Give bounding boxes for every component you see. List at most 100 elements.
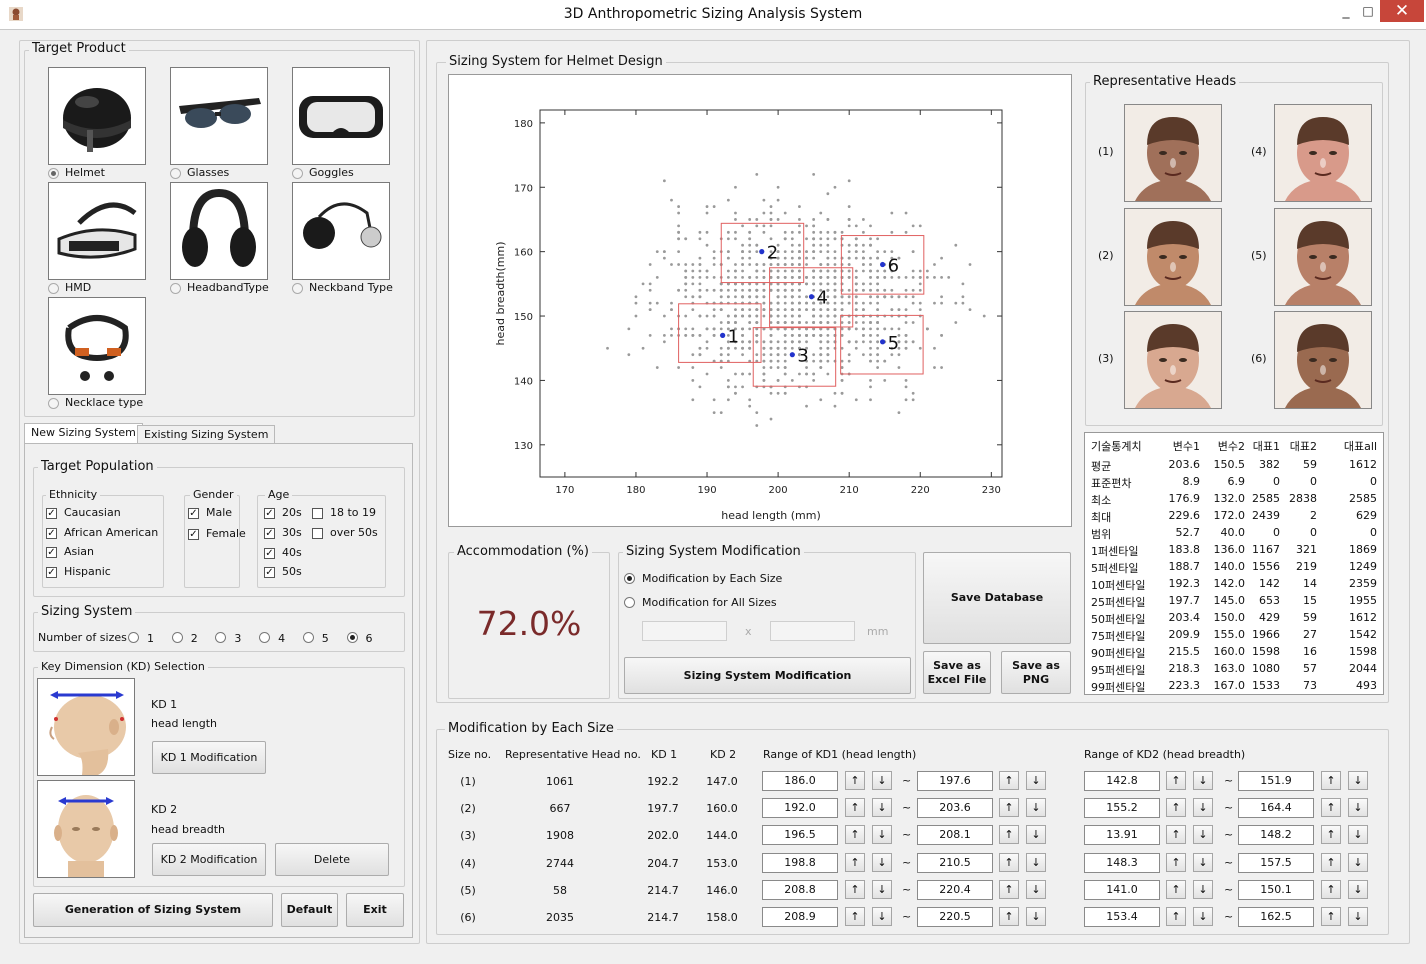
delete-button[interactable]: Delete bbox=[275, 843, 389, 876]
kd2-max-input-2[interactable]: 164.4 bbox=[1238, 798, 1314, 819]
kd1-min-input-6[interactable]: 208.9 bbox=[762, 907, 838, 927]
ethnicity-1-checkbox[interactable]: ✓ bbox=[46, 527, 57, 539]
age-0-checkbox[interactable]: ✓ bbox=[264, 508, 275, 519]
kd1-max-input-3[interactable]: 208.1 bbox=[917, 825, 993, 846]
kd1-max-down-button[interactable]: ↓ bbox=[1026, 852, 1046, 872]
kd2-min-input-4[interactable]: 148.3 bbox=[1084, 852, 1160, 873]
kd2-min-down-button[interactable]: ↓ bbox=[1193, 825, 1213, 845]
product-radio-2[interactable] bbox=[170, 168, 181, 179]
kd1-max-up-button[interactable]: ↑ bbox=[999, 798, 1019, 818]
kd1-max-input-1[interactable]: 197.6 bbox=[917, 771, 993, 791]
save-excel-button[interactable]: Save as Excel File bbox=[923, 651, 991, 694]
age-5-checkbox[interactable]: ✓ bbox=[264, 567, 275, 578]
kd1-min-up-button[interactable]: ↑ bbox=[845, 852, 865, 872]
kd2-max-up-button[interactable]: ↑ bbox=[1321, 825, 1341, 845]
product-radio-5[interactable] bbox=[170, 283, 181, 294]
kd1-max-input-4[interactable]: 210.5 bbox=[917, 852, 993, 873]
kd1-min-down-button[interactable]: ↓ bbox=[872, 852, 892, 872]
kd1-max-up-button[interactable]: ↑ bbox=[999, 852, 1019, 872]
gender-0-checkbox[interactable]: ✓ bbox=[188, 508, 199, 519]
kd2-min-input-3[interactable]: 13.91 bbox=[1084, 825, 1160, 846]
product-thumbnail-1[interactable] bbox=[48, 67, 146, 165]
kd1-max-down-button[interactable]: ↓ bbox=[1026, 879, 1046, 899]
product-thumbnail-2[interactable] bbox=[170, 67, 268, 165]
kd2-min-down-button[interactable]: ↓ bbox=[1193, 771, 1213, 790]
kd2-max-down-button[interactable]: ↓ bbox=[1348, 907, 1368, 926]
close-button[interactable]: ✕ bbox=[1380, 0, 1424, 22]
kd2-max-down-button[interactable]: ↓ bbox=[1348, 852, 1368, 872]
kd1-max-input-2[interactable]: 203.6 bbox=[917, 798, 993, 819]
kd1-min-down-button[interactable]: ↓ bbox=[872, 907, 892, 926]
kd1-min-up-button[interactable]: ↑ bbox=[845, 825, 865, 845]
save-png-button[interactable]: Save as PNG bbox=[1001, 651, 1071, 694]
age-1-checkbox[interactable] bbox=[312, 508, 323, 519]
kd1-max-down-button[interactable]: ↓ bbox=[1026, 798, 1046, 818]
all-sizes-x-input[interactable] bbox=[642, 621, 727, 641]
maximize-button[interactable]: □ bbox=[1362, 4, 1374, 18]
kd1-min-up-button[interactable]: ↑ bbox=[845, 879, 865, 899]
kd1-min-down-button[interactable]: ↓ bbox=[872, 879, 892, 899]
kd2-max-down-button[interactable]: ↓ bbox=[1348, 771, 1368, 790]
kd1-min-down-button[interactable]: ↓ bbox=[872, 825, 892, 845]
product-radio-6[interactable] bbox=[292, 283, 303, 294]
size-radio-3[interactable] bbox=[215, 632, 227, 643]
kd1-max-up-button[interactable]: ↑ bbox=[999, 907, 1019, 926]
ethnicity-0-checkbox[interactable]: ✓ bbox=[46, 508, 57, 519]
age-3-checkbox[interactable] bbox=[312, 528, 323, 539]
product-thumbnail-3[interactable] bbox=[292, 67, 390, 165]
product-radio-3[interactable] bbox=[292, 168, 303, 179]
kd1-max-down-button[interactable]: ↓ bbox=[1026, 771, 1046, 790]
kd2-min-up-button[interactable]: ↑ bbox=[1166, 825, 1186, 845]
kd2-max-input-5[interactable]: 150.1 bbox=[1238, 879, 1314, 900]
product-radio-4[interactable] bbox=[48, 283, 59, 294]
kd2-modification-button[interactable]: KD 2 Modification bbox=[152, 843, 266, 876]
save-database-button[interactable]: Save Database bbox=[923, 552, 1071, 644]
kd2-max-up-button[interactable]: ↑ bbox=[1321, 771, 1341, 790]
kd1-min-input-2[interactable]: 192.0 bbox=[762, 798, 838, 819]
minimize-button[interactable]: _ bbox=[1342, 3, 1350, 19]
size-radio-1[interactable] bbox=[128, 632, 139, 643]
size-radio-6[interactable] bbox=[346, 632, 358, 643]
kd2-max-up-button[interactable]: ↑ bbox=[1321, 879, 1341, 899]
size-radio-4[interactable] bbox=[259, 632, 271, 643]
exit-button[interactable]: Exit bbox=[346, 893, 404, 927]
kd1-max-input-5[interactable]: 220.4 bbox=[917, 879, 993, 900]
kd1-min-down-button[interactable]: ↓ bbox=[872, 771, 892, 790]
kd1-min-up-button[interactable]: ↑ bbox=[845, 798, 865, 818]
age-2-checkbox[interactable]: ✓ bbox=[264, 528, 275, 539]
kd2-max-input-1[interactable]: 151.9 bbox=[1238, 771, 1314, 791]
kd2-min-input-6[interactable]: 153.4 bbox=[1084, 907, 1160, 927]
kd2-max-up-button[interactable]: ↑ bbox=[1321, 798, 1341, 818]
kd1-max-up-button[interactable]: ↑ bbox=[999, 879, 1019, 899]
size-radio-5[interactable] bbox=[302, 632, 314, 643]
product-radio-7[interactable] bbox=[48, 398, 59, 409]
product-thumbnail-7[interactable] bbox=[48, 297, 146, 395]
kd1-max-up-button[interactable]: ↑ bbox=[999, 771, 1019, 790]
product-thumbnail-5[interactable] bbox=[170, 182, 268, 280]
product-radio-1[interactable] bbox=[48, 168, 59, 179]
product-thumbnail-4[interactable] bbox=[48, 182, 146, 280]
kd1-min-input-1[interactable]: 186.0 bbox=[762, 771, 838, 791]
kd1-min-input-4[interactable]: 198.8 bbox=[762, 852, 838, 873]
kd1-max-up-button[interactable]: ↑ bbox=[999, 825, 1019, 845]
size-radio-2[interactable] bbox=[171, 632, 183, 643]
kd2-min-down-button[interactable]: ↓ bbox=[1193, 879, 1213, 899]
kd2-max-down-button[interactable]: ↓ bbox=[1348, 825, 1368, 845]
kd2-max-up-button[interactable]: ↑ bbox=[1321, 907, 1341, 926]
kd2-max-input-3[interactable]: 148.2 bbox=[1238, 825, 1314, 846]
kd2-min-input-2[interactable]: 155.2 bbox=[1084, 798, 1160, 819]
age-4-checkbox[interactable]: ✓ bbox=[264, 548, 275, 559]
kd2-min-down-button[interactable]: ↓ bbox=[1193, 852, 1213, 872]
kd2-max-input-6[interactable]: 162.5 bbox=[1238, 907, 1314, 927]
modification-all-radio[interactable] bbox=[624, 597, 635, 608]
kd1-modification-button[interactable]: KD 1 Modification bbox=[152, 741, 266, 774]
tab-existing-sizing-system[interactable]: Existing Sizing System bbox=[137, 425, 276, 445]
kd2-min-up-button[interactable]: ↑ bbox=[1166, 798, 1186, 818]
kd2-min-up-button[interactable]: ↑ bbox=[1166, 879, 1186, 899]
sizing-system-modification-button[interactable]: Sizing System Modification bbox=[624, 657, 911, 694]
kd2-min-up-button[interactable]: ↑ bbox=[1166, 907, 1186, 926]
tab-new-sizing-system[interactable]: New Sizing System bbox=[24, 423, 143, 445]
kd2-max-up-button[interactable]: ↑ bbox=[1321, 852, 1341, 872]
kd2-min-down-button[interactable]: ↓ bbox=[1193, 907, 1213, 926]
kd2-min-down-button[interactable]: ↓ bbox=[1193, 798, 1213, 818]
